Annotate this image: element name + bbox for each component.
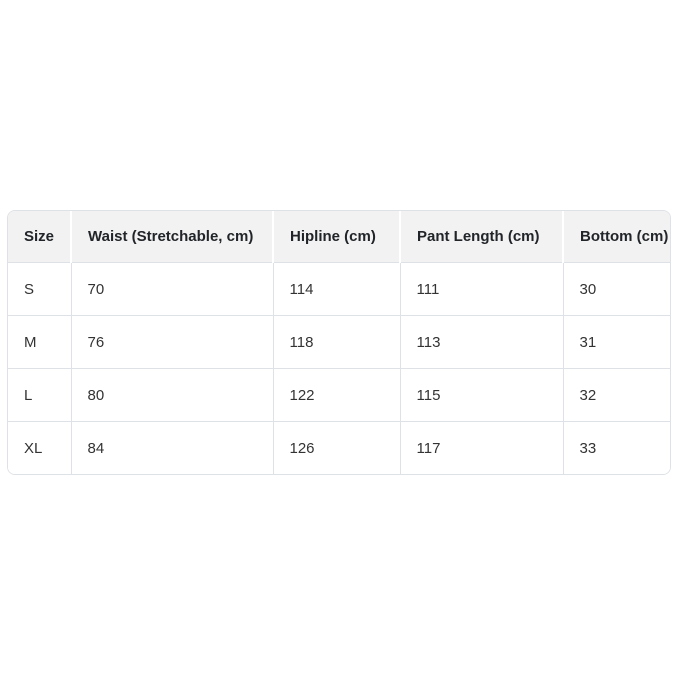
column-header-size: Size (8, 211, 71, 263)
cell-bottom: 31 (562, 315, 670, 369)
cell-waist: 70 (70, 262, 273, 316)
table-row-xl: XL 84 126 117 33 (8, 421, 670, 474)
cell-hipline: 122 (272, 368, 400, 422)
table-row-m: M 76 118 113 31 (8, 315, 670, 369)
table-header-row: Size Waist (Stretchable, cm) Hipline (cm… (8, 211, 670, 263)
column-header-hipline: Hipline (cm) (272, 211, 400, 263)
cell-waist: 84 (70, 421, 273, 474)
cell-pant-length: 115 (399, 368, 563, 422)
cell-size: XL (8, 421, 71, 474)
cell-bottom: 32 (562, 368, 670, 422)
cell-size: L (8, 368, 71, 422)
cell-size: M (8, 315, 71, 369)
column-header-pant-length: Pant Length (cm) (399, 211, 563, 263)
cell-size: S (8, 262, 71, 316)
size-chart-table: Size Waist (Stretchable, cm) Hipline (cm… (8, 211, 670, 474)
cell-waist: 80 (70, 368, 273, 422)
cell-pant-length: 111 (399, 262, 563, 316)
cell-hipline: 126 (272, 421, 400, 474)
cell-bottom: 33 (562, 421, 670, 474)
cell-waist: 76 (70, 315, 273, 369)
cell-hipline: 118 (272, 315, 400, 369)
table-row-l: L 80 122 115 32 (8, 368, 670, 422)
column-header-bottom: Bottom (cm) (562, 211, 670, 263)
cell-bottom: 30 (562, 262, 670, 316)
cell-pant-length: 117 (399, 421, 563, 474)
size-chart-container: Size Waist (Stretchable, cm) Hipline (cm… (7, 210, 671, 475)
table-row-s: S 70 114 111 30 (8, 262, 670, 316)
cell-pant-length: 113 (399, 315, 563, 369)
cell-hipline: 114 (272, 262, 400, 316)
column-header-waist: Waist (Stretchable, cm) (70, 211, 273, 263)
